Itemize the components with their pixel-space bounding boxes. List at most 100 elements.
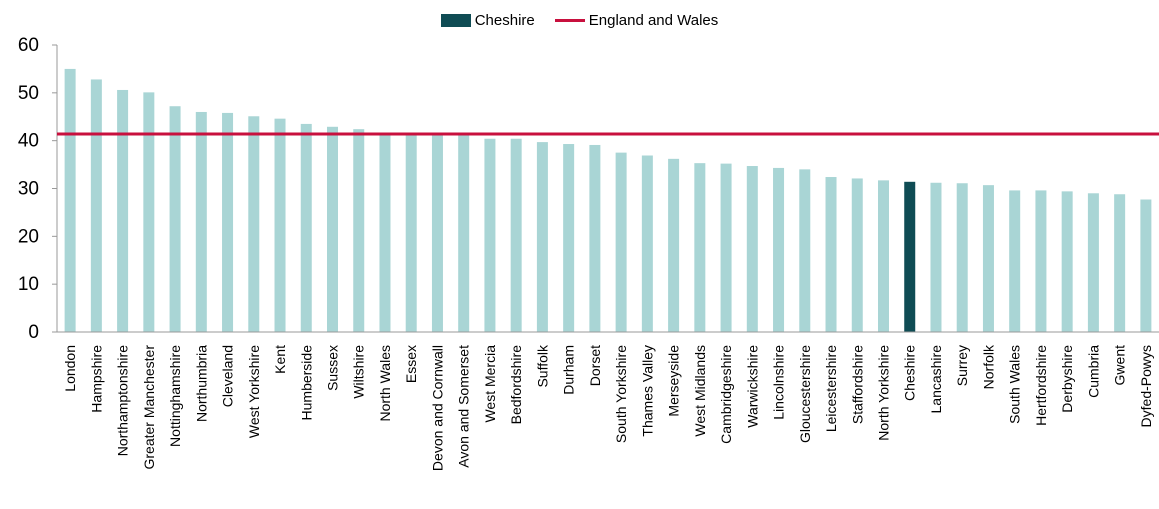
y-tick-label: 20 — [18, 226, 39, 247]
x-tick-label: Cambridgeshire — [718, 345, 734, 444]
bar — [1140, 199, 1152, 332]
bar — [169, 106, 181, 332]
x-tick-label: South Wales — [1007, 345, 1023, 424]
legend-swatch-bar — [440, 14, 471, 27]
x-tick-label: Durham — [561, 345, 577, 395]
x-tick-label: Merseyside — [666, 345, 682, 417]
bar — [431, 134, 443, 332]
x-tick-label: Surrey — [954, 345, 970, 386]
legend-label-england-wales: England and Wales — [588, 12, 719, 29]
x-tick-label: Nottinghamshire — [167, 345, 183, 447]
x-tick-label: West Midlands — [692, 345, 708, 437]
x-tick-label: Suffolk — [534, 344, 550, 388]
x-tick-label: Dyfed-Powys — [1138, 345, 1154, 427]
bar — [353, 129, 365, 332]
bar — [379, 133, 391, 332]
x-tick-label: South Yorkshire — [613, 345, 629, 443]
bar — [405, 134, 417, 332]
legend-item-cheshire: Cheshire — [440, 12, 535, 29]
y-tick-label: 60 — [18, 35, 39, 56]
y-tick-label: 10 — [18, 274, 39, 295]
bar — [64, 68, 76, 333]
legend-item-england-wales: England and Wales — [554, 12, 719, 29]
bar — [510, 138, 522, 332]
x-tick-label: Humberside — [298, 345, 314, 421]
x-tick-label: Wiltshire — [351, 345, 367, 399]
bar — [799, 169, 811, 332]
x-tick-label: Devon and Cornwall — [429, 345, 445, 471]
x-tick-label: Leicestershire — [823, 345, 839, 432]
bar — [1061, 191, 1073, 332]
x-tick-label: Northamptonshire — [115, 345, 131, 456]
x-tick-label: Cheshire — [902, 345, 918, 401]
legend: Cheshire England and Wales — [0, 12, 1159, 29]
x-tick-label: North Wales — [377, 345, 393, 422]
bar — [930, 182, 942, 332]
bar — [720, 163, 732, 332]
x-tick-label: Hampshire — [88, 345, 104, 413]
bar — [536, 142, 548, 332]
x-tick-label: West Mercia — [482, 345, 498, 423]
x-tick-label: Greater Manchester — [141, 345, 157, 470]
x-tick-label: Cumbria — [1085, 345, 1101, 398]
bar — [1114, 194, 1126, 332]
x-tick-label: North Yorkshire — [876, 345, 892, 441]
bar — [90, 79, 102, 332]
bar — [773, 167, 785, 332]
bar — [1009, 190, 1021, 332]
x-tick-label: Bedfordshire — [508, 345, 524, 425]
bar — [458, 134, 470, 332]
y-tick-label: 40 — [18, 131, 39, 152]
bar — [746, 166, 758, 332]
bar — [878, 180, 889, 332]
bar — [982, 185, 994, 332]
x-tick-label: Avon and Somerset — [456, 345, 472, 468]
x-tick-label: Northumbria — [193, 345, 209, 422]
x-tick-label: Thames Valley — [639, 345, 655, 437]
bar — [117, 89, 129, 332]
bar — [641, 155, 653, 332]
bar — [143, 92, 155, 332]
x-tick-label: Lancashire — [928, 345, 944, 414]
x-tick-label: Cleveland — [220, 345, 236, 407]
bar — [1087, 193, 1099, 332]
bar — [615, 152, 627, 332]
x-tick-label: Dorset — [587, 345, 603, 386]
x-tick-label: Kent — [272, 345, 288, 374]
bar — [1035, 190, 1047, 332]
bar — [248, 116, 260, 332]
bar — [327, 126, 338, 332]
x-tick-label: Sussex — [325, 345, 341, 391]
legend-label-cheshire: Cheshire — [474, 12, 535, 29]
x-tick-label: Gwent — [1112, 345, 1128, 386]
x-tick-label: Warwickshire — [744, 345, 760, 428]
x-tick-label: Gloucestershire — [797, 345, 813, 443]
legend-swatch-line — [554, 19, 585, 22]
x-tick-label: Staffordshire — [849, 345, 865, 424]
bar — [668, 158, 680, 332]
y-tick-label: 50 — [18, 83, 39, 104]
bar — [222, 112, 234, 332]
bar — [956, 183, 968, 332]
x-tick-label: Lincolnshire — [771, 345, 787, 420]
bar — [274, 118, 286, 332]
bar — [563, 144, 575, 332]
x-tick-label: Hertfordshire — [1033, 345, 1049, 426]
bar — [851, 178, 863, 332]
y-tick-label: 30 — [18, 179, 39, 200]
bar — [694, 163, 706, 332]
bar — [825, 177, 837, 332]
x-tick-label: London — [62, 345, 78, 392]
y-tick-label: 0 — [28, 322, 39, 343]
bar-highlight — [904, 181, 916, 332]
x-tick-label: West Yorkshire — [246, 345, 262, 438]
bar — [589, 144, 601, 332]
bar — [300, 123, 312, 332]
bar — [484, 138, 496, 332]
x-tick-label: Derbyshire — [1059, 345, 1075, 413]
x-tick-label: Essex — [403, 345, 419, 383]
x-tick-label: Norfolk — [980, 344, 996, 389]
bar — [195, 111, 207, 332]
